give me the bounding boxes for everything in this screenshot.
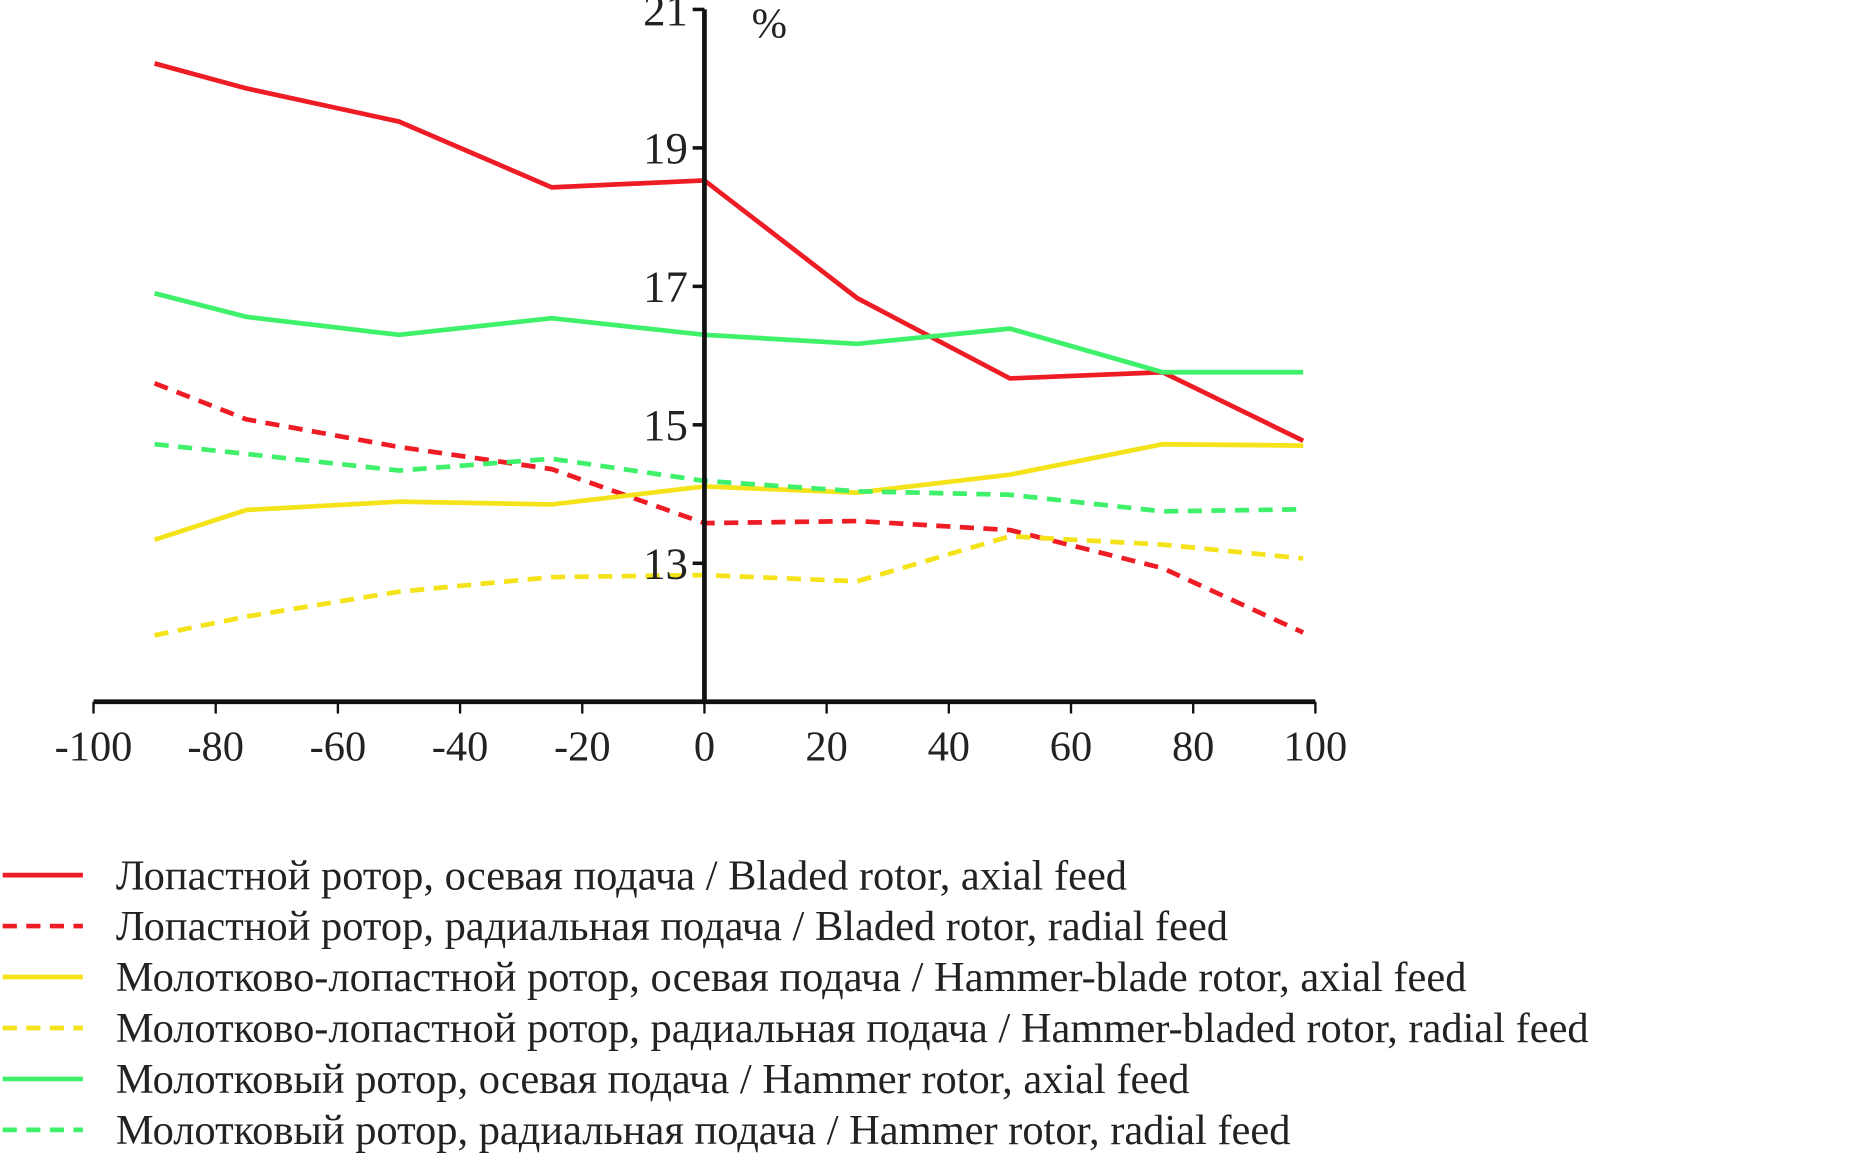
x-tick-label: 40 (928, 724, 970, 771)
y-tick-label: 21 (643, 0, 688, 35)
legend-label: Молотковый ротор, осевая подача / Hammer… (116, 1056, 1190, 1103)
y-axis-unit-label: % (752, 1, 787, 48)
series-line-4 (154, 533, 1304, 638)
y-tick-label: 13 (643, 539, 688, 589)
x-tick-label: -20 (554, 724, 611, 771)
legend-label: Молотковый ротор, радиальная подача / Ha… (116, 1107, 1291, 1154)
y-tick-label: 15 (643, 400, 688, 450)
legend-label: Молотково-лопастной ротор, осевая подача… (116, 954, 1467, 1001)
x-tick-label: 100 (1284, 724, 1348, 771)
x-tick-label: -60 (310, 724, 367, 771)
x-tick-label: 80 (1172, 724, 1214, 771)
x-tick-label: -40 (432, 724, 489, 771)
x-tick-label: 0 (694, 724, 715, 771)
series-layer (153, 61, 1305, 638)
series-line-6 (154, 441, 1304, 514)
x-tick-label: -100 (55, 724, 133, 771)
series-line-3 (153, 441, 1304, 542)
series-line-5 (154, 290, 1304, 375)
x-tick-label: 60 (1050, 724, 1092, 771)
y-tick-label: 17 (643, 262, 688, 312)
legend: Лопастной ротор, осевая подача / Bladed … (2, 852, 1589, 1154)
series-line-1 (153, 61, 1305, 443)
legend-label: Молотково-лопастной ротор, радиальная по… (116, 1005, 1589, 1052)
y-tick-label: 19 (643, 123, 688, 173)
legend-label: Лопастной ротор, осевая подача / Bladed … (116, 852, 1127, 899)
legend-label: Лопастной ротор, радиальная подача / Bla… (116, 903, 1228, 950)
x-tick-label: 20 (805, 724, 847, 771)
axes: -100 -80 -60 -40 -20 0 20 40 60 80 100 13 15 17 19 21 (55, 0, 1348, 771)
x-tick-label: -80 (187, 724, 244, 771)
